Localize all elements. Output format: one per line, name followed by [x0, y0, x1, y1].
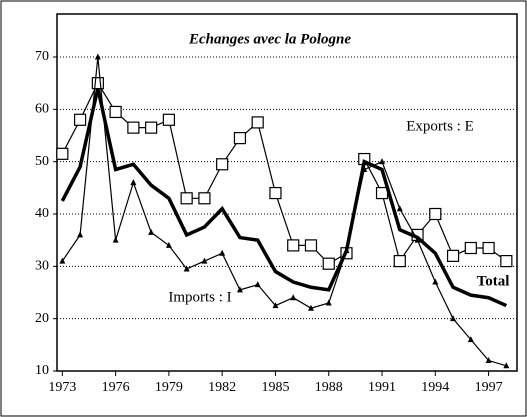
triangle-marker	[325, 299, 332, 306]
y-tick-label: 40	[35, 206, 49, 221]
series-label: Exports : E	[406, 118, 474, 134]
triangle-marker	[450, 315, 457, 322]
triangle-marker	[254, 281, 261, 288]
triangle-marker	[485, 357, 492, 364]
x-tick-label: 1994	[421, 380, 449, 395]
y-tick-label: 70	[35, 49, 49, 64]
x-tick-label: 1991	[368, 380, 396, 395]
plot-frame	[56, 13, 518, 372]
square-marker	[198, 192, 211, 205]
square-marker	[216, 158, 229, 171]
square-marker	[322, 257, 335, 270]
triangle-marker	[94, 53, 101, 60]
triangle-marker	[290, 294, 297, 301]
triangle-marker	[414, 236, 421, 243]
x-tick-label: 1973	[48, 380, 76, 395]
triangle-marker	[165, 241, 172, 248]
y-tick-label: 50	[35, 154, 49, 169]
x-tick-label: 1976	[102, 380, 130, 395]
square-marker	[446, 249, 460, 262]
square-marker	[91, 77, 104, 90]
series-line	[60, 88, 508, 308]
triangle-marker	[236, 286, 243, 293]
square-marker	[482, 241, 495, 255]
series-label: Total	[477, 273, 510, 289]
x-tick-label: 1997	[475, 380, 503, 395]
square-marker	[287, 239, 300, 252]
square-marker	[56, 147, 69, 160]
square-marker	[269, 186, 282, 200]
x-tick-label: 1982	[208, 380, 236, 395]
triangle-marker	[148, 228, 155, 235]
square-marker	[500, 255, 513, 268]
triangle-marker	[343, 247, 350, 254]
square-marker	[375, 186, 389, 200]
square-marker	[233, 132, 247, 145]
y-tick-label: 10	[35, 363, 49, 378]
triangle-marker	[272, 302, 279, 309]
square-marker	[304, 239, 318, 252]
square-marker	[251, 116, 264, 129]
triangle-marker	[219, 249, 226, 256]
y-tick-label: 20	[35, 311, 49, 326]
x-tick-label: 1979	[155, 380, 183, 395]
x-tick-label: 1988	[315, 380, 343, 395]
triangle-marker	[379, 158, 386, 165]
triangle-marker	[361, 166, 368, 173]
y-tick-label: 30	[35, 259, 49, 274]
triangle-marker	[307, 304, 314, 311]
series-line	[61, 56, 507, 367]
triangle-marker	[183, 265, 190, 272]
triangle-marker	[396, 205, 403, 212]
square-marker	[464, 241, 477, 255]
square-marker	[180, 192, 193, 205]
square-marker	[127, 121, 140, 134]
triangle-marker	[130, 179, 137, 186]
triangle-marker	[77, 231, 84, 238]
y-tick-label: 60	[35, 102, 49, 117]
triangle-marker	[201, 257, 208, 264]
triangle-marker	[467, 336, 474, 343]
square-marker	[393, 255, 406, 268]
series-label: Imports : I	[168, 289, 231, 305]
square-marker	[162, 113, 175, 126]
square-marker	[109, 105, 122, 119]
square-marker	[145, 121, 158, 134]
square-marker	[429, 207, 442, 221]
triangle-marker	[432, 278, 439, 285]
triangle-marker	[112, 236, 119, 243]
chart-title: Echanges avec la Pologne	[188, 31, 351, 47]
square-marker	[73, 113, 87, 126]
triangle-marker	[503, 362, 510, 369]
triangle-marker	[59, 257, 66, 264]
x-tick-label: 1985	[261, 380, 289, 395]
